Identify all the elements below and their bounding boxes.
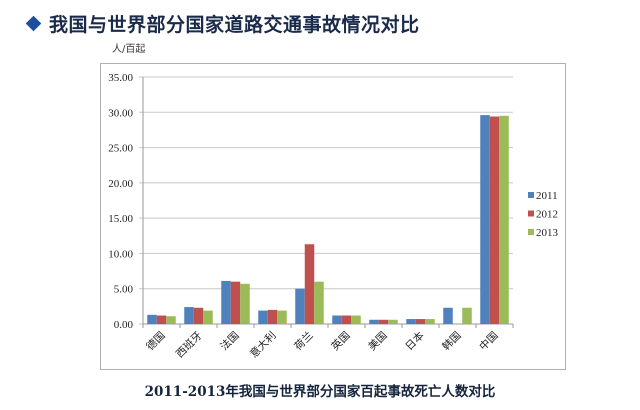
page-title: 我国与世界部分国家道路交通事故情况对比 — [49, 13, 420, 36]
y-tick-label: 10.00 — [108, 248, 133, 260]
bar-2012 — [378, 319, 389, 324]
bar-2013 — [351, 315, 361, 324]
bar-2013 — [203, 310, 213, 324]
bar-2013 — [277, 310, 287, 324]
bar-2011 — [258, 310, 268, 324]
bar-2011 — [332, 315, 342, 324]
legend-label: 2011 — [536, 190, 558, 202]
bar-2013 — [240, 283, 250, 324]
bar-2013 — [499, 115, 509, 324]
y-axis-unit-label: 人/百起 — [112, 44, 146, 55]
bar-2013 — [166, 316, 176, 324]
chart-caption: 2011-2013年我国与世界部分国家百起事故死亡人数对比 — [144, 384, 496, 400]
x-category-label: 法国 — [218, 329, 242, 353]
x-category-label: 德国 — [144, 329, 168, 353]
bar-2011 — [184, 307, 194, 324]
y-tick-label: 35.00 — [108, 72, 133, 84]
y-tick-label: 20.00 — [108, 178, 133, 190]
y-tick-label: 15.00 — [108, 213, 133, 225]
bar-2011 — [147, 314, 157, 324]
bar-2013 — [388, 319, 398, 324]
x-category-label: 英国 — [329, 329, 353, 353]
legend-swatch — [528, 210, 534, 217]
y-tick-label: 5.00 — [114, 284, 134, 296]
slide-header: 我国与世界部分国家道路交通事故情况对比 — [24, 10, 420, 36]
bar-2011 — [221, 280, 231, 324]
x-category-label: 中国 — [477, 329, 501, 353]
y-tick-label: 0.00 — [114, 319, 134, 331]
bar-2012 — [230, 281, 241, 324]
x-category-label: 荷兰 — [292, 329, 316, 353]
bar-2011 — [443, 307, 453, 324]
x-category-label: 韩国 — [440, 329, 464, 353]
legend-label: 2012 — [536, 209, 558, 221]
bar-2012 — [489, 116, 500, 325]
legend-swatch — [528, 192, 534, 198]
bar-2012 — [267, 309, 278, 324]
bar-2011 — [406, 319, 416, 324]
x-category-label: 西班牙 — [174, 330, 205, 361]
bar-2012 — [415, 319, 426, 324]
x-category-label: 日本 — [403, 329, 427, 353]
x-category-label: 意大利 — [247, 329, 278, 360]
bar-2011 — [295, 288, 305, 324]
x-category-label: 美国 — [366, 329, 390, 353]
bar-2013 — [462, 307, 472, 324]
bar-2012 — [156, 315, 167, 324]
y-tick-label: 25.00 — [108, 143, 133, 155]
legend-swatch — [528, 229, 534, 235]
bar-2012 — [341, 315, 352, 324]
bar-2012 — [193, 307, 204, 324]
legend-label: 2013 — [536, 227, 559, 239]
bar-2013 — [314, 281, 324, 324]
bar-2011 — [369, 319, 379, 324]
bar-2013 — [425, 319, 435, 324]
y-tick-label: 30.00 — [108, 107, 133, 119]
bar-2012 — [304, 244, 315, 324]
bar-2011 — [480, 115, 490, 324]
